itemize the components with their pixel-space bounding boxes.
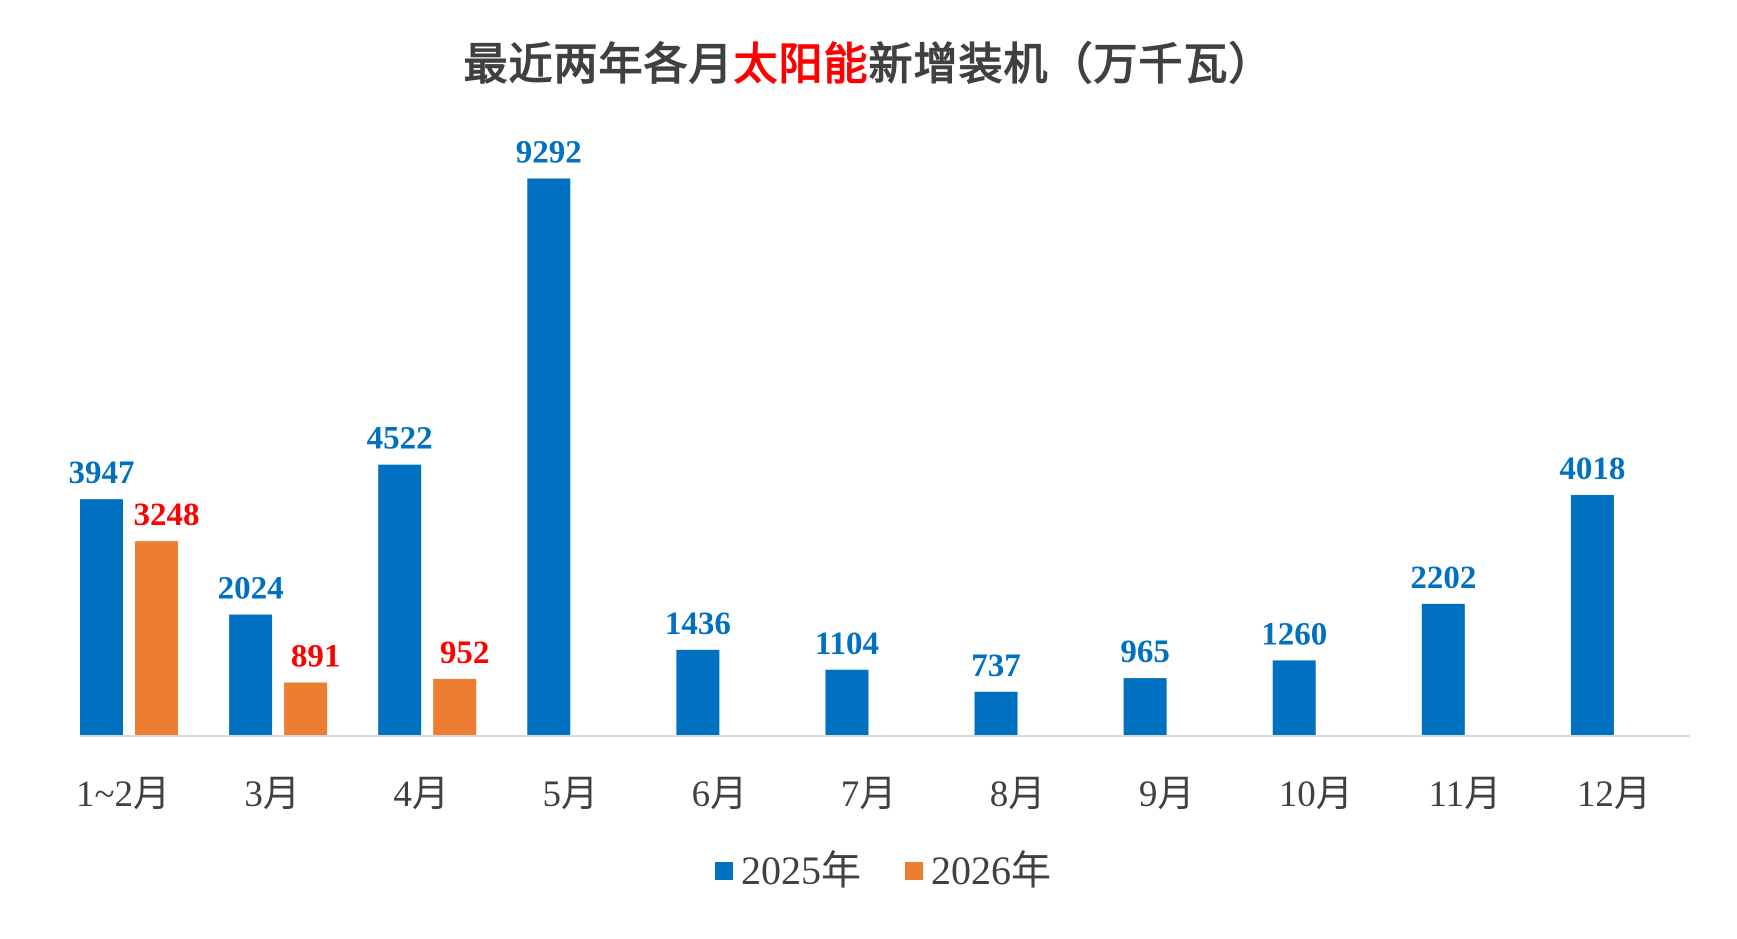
title-prefix: 最近两年各月 [463, 39, 734, 90]
x-tick-labels: 1~2月 3月 4月 5月 6月 7月 8月 9月 10月 11月 12月 [76, 774, 1651, 815]
data-label-series1-2: 4522 [367, 421, 433, 457]
x-tick-label-5: 7月 [841, 774, 897, 815]
x-tick-label-1: 3月 [244, 774, 300, 815]
bar-series2-2 [433, 678, 477, 736]
legend-label-0: 2025年 [741, 848, 861, 893]
data-label-series2-1: 891 [291, 639, 341, 675]
data-label-series1-6: 737 [971, 648, 1021, 684]
title-highlight: 太阳能 [733, 39, 869, 90]
bar-series1-6 [974, 691, 1018, 736]
bar-series1-1 [229, 614, 273, 736]
chart-title: 最近两年各月太阳能新增装机（万千瓦） [0, 28, 1737, 92]
legend: 2025年 2026年 [715, 848, 1051, 893]
data-label-series1-0: 3947 [69, 455, 135, 491]
data-label-series2-0: 3248 [134, 497, 200, 533]
bar-series1-2 [378, 464, 422, 736]
bar-series1-7 [1123, 678, 1167, 736]
x-tick-label-6: 8月 [990, 774, 1046, 815]
x-tick-label-7: 9月 [1139, 774, 1195, 815]
bar-series1-4 [676, 649, 720, 736]
x-tick-label-10: 12月 [1577, 774, 1651, 815]
x-tick-label-8: 10月 [1279, 774, 1353, 815]
bar-series1-10 [1570, 494, 1614, 736]
bar-series1-8 [1272, 660, 1316, 736]
data-label-series1-9: 2202 [1410, 560, 1476, 596]
data-label-series1-3: 9292 [516, 134, 582, 170]
x-tick-label-9: 11月 [1428, 774, 1501, 815]
x-tick-label-2: 4月 [393, 774, 449, 815]
bar-series1-9 [1421, 603, 1465, 736]
bar-series2-0 [135, 541, 178, 736]
legend-swatch-0 [715, 862, 733, 880]
x-tick-label-4: 6月 [692, 774, 748, 815]
data-label-series1-1: 2024 [218, 571, 284, 607]
bar-series2-1 [284, 682, 328, 736]
data-label-series2-2: 952 [440, 635, 490, 671]
x-tick-label-3: 5月 [543, 774, 599, 815]
data-label-series1-7: 965 [1120, 634, 1170, 670]
bar-series1-3 [527, 178, 571, 737]
data-label-series1-10: 4018 [1559, 451, 1625, 487]
bar-series1-0 [80, 499, 123, 736]
x-tick-label-0: 1~2月 [76, 774, 170, 815]
title-suffix: 新增装机（万千瓦） [868, 39, 1274, 90]
legend-swatch-1 [905, 862, 923, 880]
data-label-series1-4: 1436 [665, 606, 731, 642]
data-label-series1-5: 1104 [815, 626, 879, 662]
data-label-series1-8: 1260 [1261, 616, 1327, 652]
legend-label-1: 2026年 [931, 848, 1051, 893]
bar-series1-5 [825, 669, 869, 736]
